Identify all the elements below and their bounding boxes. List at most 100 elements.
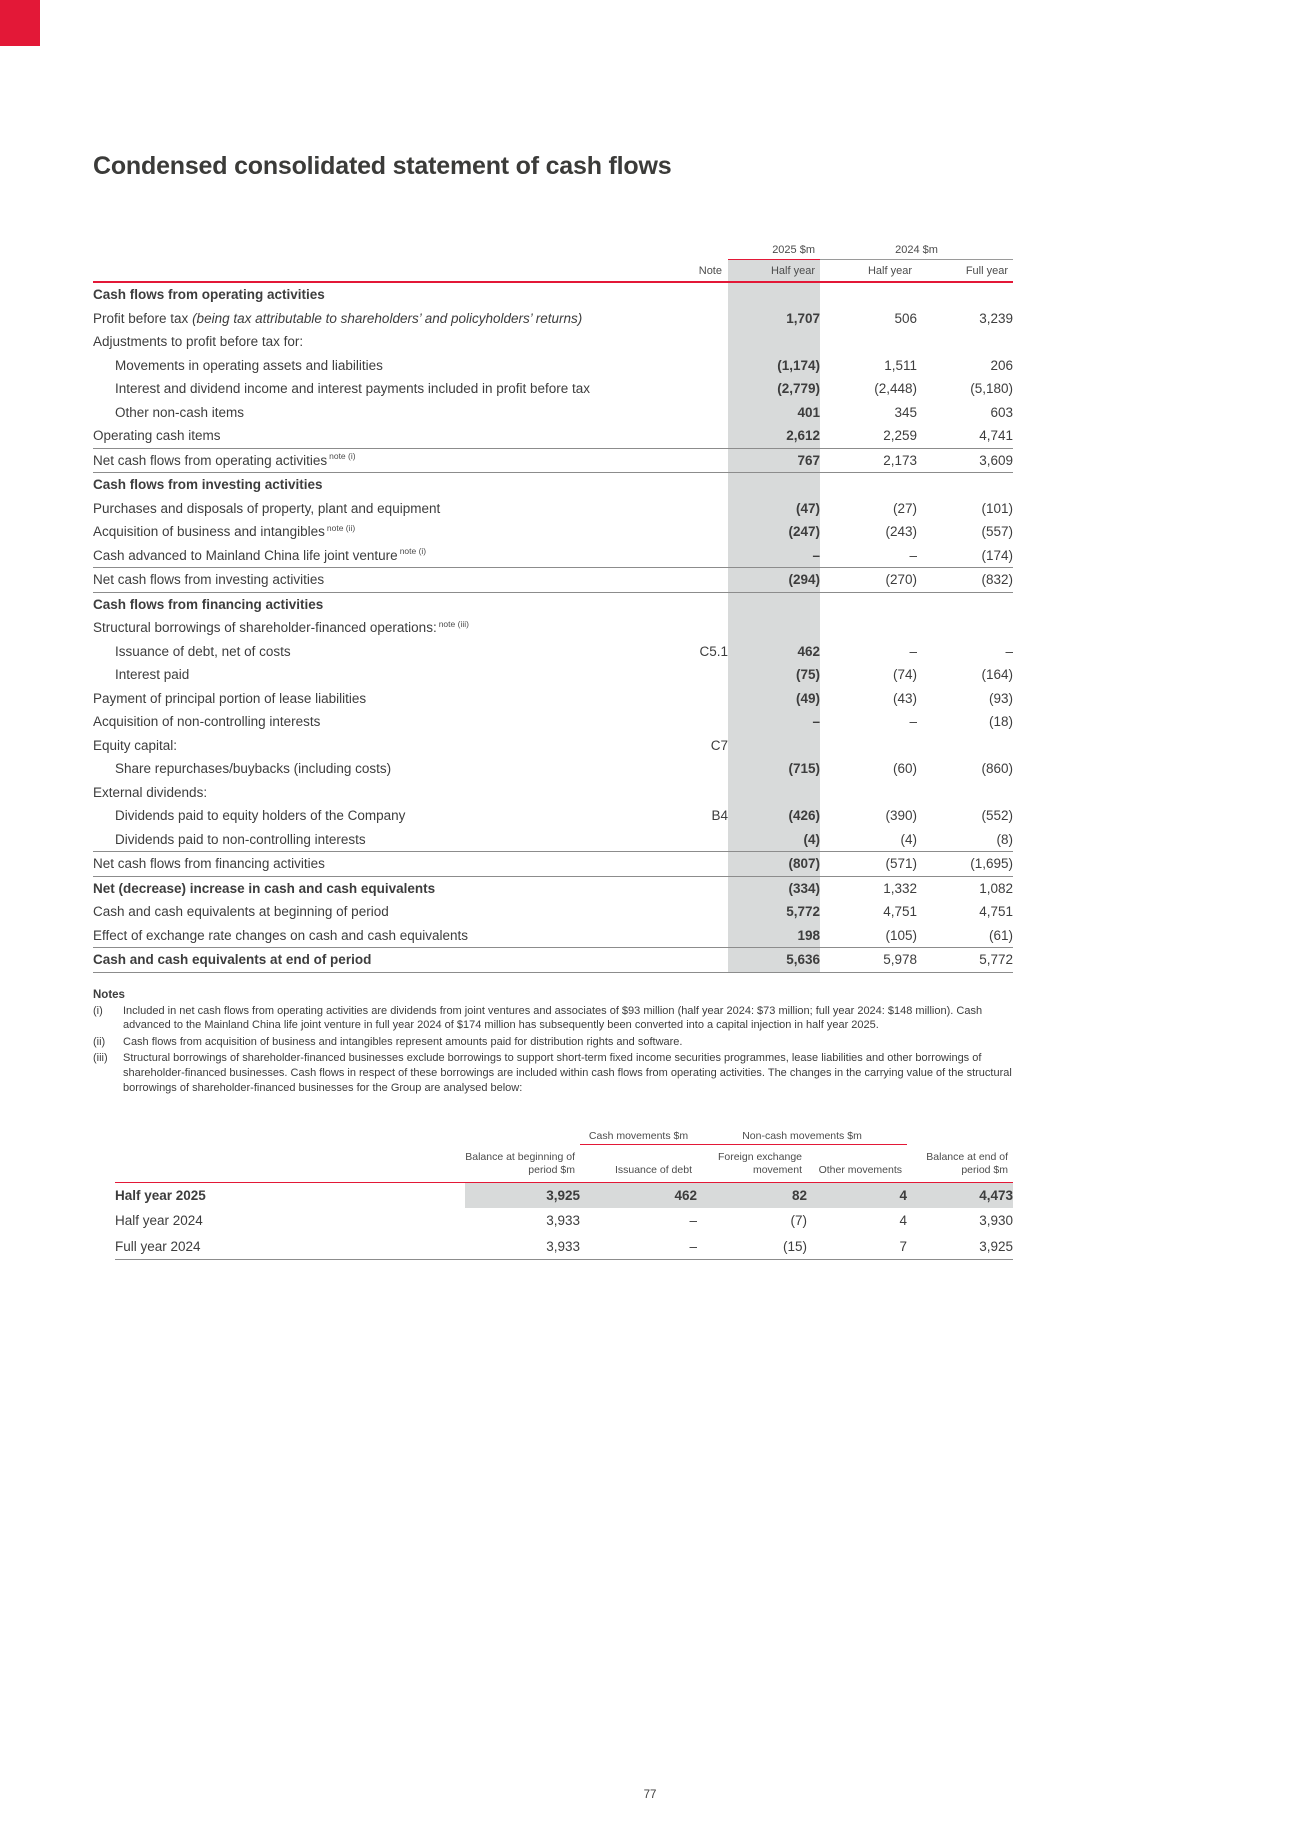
table-row: Acquisition of business and intangibles n… bbox=[93, 520, 1013, 544]
value-2025: (1,174) bbox=[728, 353, 820, 377]
table-row: Net (decrease) increase in cash and cash… bbox=[93, 875, 1013, 900]
value-cell: 82 bbox=[697, 1182, 807, 1208]
value-2024-full: (93) bbox=[988, 690, 1013, 706]
col-group-2025: 2025 $m bbox=[728, 243, 820, 260]
table-row: Effect of exchange rate changes on cash … bbox=[93, 923, 1013, 948]
value-2024-half: 5,978 bbox=[820, 947, 917, 973]
value-cell: – bbox=[580, 1233, 697, 1260]
col-balance-end: Balance at end of period $m bbox=[907, 1144, 1014, 1183]
row-label: Movements in operating assets and liabil… bbox=[115, 357, 383, 373]
col-note: Note bbox=[668, 259, 728, 283]
note-marker: (i) bbox=[93, 1004, 103, 1017]
value-2024-half bbox=[820, 781, 917, 805]
group-header-row: Cash movements $m Non-cash movements $m bbox=[115, 1129, 1013, 1146]
value-cell: 3,925 bbox=[465, 1182, 580, 1208]
value-2024-full: – bbox=[1005, 643, 1013, 659]
value-2024-full: 206 bbox=[990, 357, 1013, 373]
row-label: Effect of exchange rate changes on cash … bbox=[93, 927, 469, 943]
table-row: Issuance of debt, net of costs C5.1 462 – – bbox=[93, 639, 1013, 663]
value-2024-half: (390) bbox=[885, 808, 917, 823]
group-header-row: 2025 $m 2024 $m bbox=[93, 243, 1013, 260]
row-label: Adjustments to profit before tax for: bbox=[93, 334, 304, 349]
value-2025: (334) bbox=[728, 875, 820, 900]
value-cell: 4 bbox=[807, 1182, 908, 1208]
table-row: Net cash flows from financing activities… bbox=[93, 851, 1013, 876]
row-label: Cash advanced to Mainland China life joi… bbox=[93, 546, 427, 563]
value-2024-half bbox=[820, 734, 917, 758]
note-cell bbox=[668, 828, 728, 852]
value-2024-full bbox=[917, 282, 1013, 307]
value-2025 bbox=[728, 591, 820, 616]
table-row: Payment of principal portion of lease li… bbox=[93, 686, 1013, 710]
col-half-year-2025: Half year bbox=[728, 259, 820, 283]
row-label: Purchases and disposals of property, pla… bbox=[93, 500, 441, 516]
note-cell bbox=[668, 616, 728, 640]
value-2025 bbox=[728, 330, 820, 354]
row-label: Cash flows from operating activities bbox=[93, 287, 325, 302]
page-number: 77 bbox=[643, 1789, 657, 1801]
table-row: Structural borrowings of shareholder-fin… bbox=[93, 616, 1013, 640]
table-row: Net cash flows from investing activities… bbox=[93, 567, 1013, 592]
corner-accent bbox=[0, 0, 40, 46]
table-row: Full year 2024 3,933– (15) 7 3,925 bbox=[115, 1233, 1014, 1260]
value-2024-full: (61) bbox=[988, 927, 1013, 943]
note-cell bbox=[668, 591, 728, 616]
cashflow-table-body: Cash flows from operating activities Prof… bbox=[93, 282, 1014, 973]
value-2024-half: 1,332 bbox=[820, 875, 917, 900]
value-2024-full: (832) bbox=[917, 567, 1013, 592]
value-2025: 401 bbox=[728, 400, 820, 424]
value-2024-full: 3,609 bbox=[917, 447, 1013, 473]
note-ref: note (i) bbox=[329, 451, 356, 461]
row-label: Half year 2024 bbox=[115, 1213, 203, 1228]
note-cell bbox=[668, 282, 728, 307]
value-2024-half: 1,511 bbox=[884, 357, 917, 373]
row-label: Cash flows from investing activities bbox=[93, 472, 668, 497]
value-2024-half: – bbox=[909, 643, 917, 659]
value-2024-full bbox=[917, 734, 1013, 758]
table-row: Cash advanced to Mainland China life joi… bbox=[93, 543, 1013, 568]
note-cell bbox=[668, 330, 728, 354]
value-2025: – bbox=[728, 710, 820, 734]
value-2024-half: (4) bbox=[900, 831, 918, 847]
value-2025: (4) bbox=[728, 827, 820, 852]
value-2024-half: (571) bbox=[820, 851, 917, 876]
value-cell: 7 bbox=[807, 1233, 908, 1260]
note-cell bbox=[668, 947, 728, 973]
row-label: Net cash flows from investing activities bbox=[93, 567, 668, 592]
value-2025: (426) bbox=[728, 804, 820, 828]
row-label: Dividends paid to non-controlling intere… bbox=[115, 831, 366, 847]
note-cell bbox=[668, 567, 728, 592]
table-row: Dividends paid to non-controlling intere… bbox=[93, 827, 1014, 852]
value-2024-half: (243) bbox=[885, 524, 917, 539]
value-2024-full: (8) bbox=[996, 831, 1014, 847]
row-label: External dividends: bbox=[93, 784, 208, 800]
row-label: Equity capital: bbox=[93, 737, 178, 753]
col-fx-movement: Foreign exchange movement bbox=[697, 1144, 807, 1183]
value-2025: 767 bbox=[728, 447, 820, 473]
note-cell: C7 bbox=[710, 737, 728, 753]
value-2024-full bbox=[917, 472, 1013, 497]
table-row: Half year 2025 3,925 462 82 4 4,473 bbox=[115, 1182, 1014, 1208]
row-label: Profit before tax (being tax attributabl… bbox=[93, 310, 583, 326]
row-label: Half year 2025 bbox=[115, 1187, 206, 1203]
value-2024-full: (18) bbox=[988, 714, 1013, 729]
note-cell bbox=[668, 497, 728, 521]
note-cell bbox=[668, 544, 728, 568]
value-2024-half bbox=[820, 330, 917, 354]
value-2025 bbox=[728, 733, 820, 757]
note-cell: B4 bbox=[711, 808, 728, 823]
row-label: Other non-cash items bbox=[115, 404, 245, 420]
note-ref: note (iii) bbox=[438, 618, 469, 629]
value-2024-half: 2,259 bbox=[883, 428, 917, 443]
row-label: Operating cash items bbox=[93, 428, 221, 443]
table-row: Interest paid (75) (74) (164) bbox=[93, 663, 1013, 687]
value-2024-full bbox=[917, 330, 1013, 354]
value-2025: – bbox=[728, 543, 820, 568]
note-marker: (ii) bbox=[93, 1035, 106, 1048]
column-header-row: Note Half year Half year Full year bbox=[93, 259, 1013, 283]
notes-heading: Notes bbox=[93, 988, 125, 1001]
note-text: Structural borrowings of shareholder-fin… bbox=[123, 1052, 1012, 1094]
row-label: Structural borrowings of shareholder-fin… bbox=[93, 618, 469, 635]
value-2024-full: (860) bbox=[981, 761, 1013, 776]
